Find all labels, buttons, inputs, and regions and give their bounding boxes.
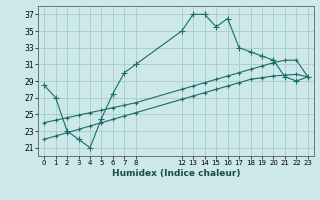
X-axis label: Humidex (Indice chaleur): Humidex (Indice chaleur) (112, 169, 240, 178)
